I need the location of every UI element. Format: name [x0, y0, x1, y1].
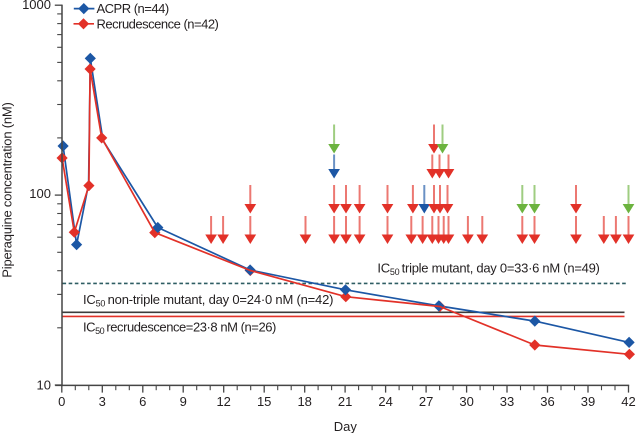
svg-text:IC50 recrudescence=23·8 nM (n=: IC50 recrudescence=23·8 nM (n=26): [83, 320, 276, 337]
svg-text:0: 0: [58, 394, 65, 409]
svg-text:10: 10: [37, 378, 51, 393]
svg-text:IC50 non-triple mutant, day 0=: IC50 non-triple mutant, day 0=24·0 nM (n…: [83, 292, 333, 309]
svg-text:Day: Day: [334, 419, 358, 433]
svg-text:6: 6: [139, 394, 146, 409]
svg-text:9: 9: [180, 394, 187, 409]
svg-text:1000: 1000: [22, 0, 51, 12]
svg-text:ACPR (n=44): ACPR (n=44): [97, 1, 169, 16]
svg-text:Recrudescence (n=42): Recrudescence (n=42): [97, 16, 219, 31]
svg-text:36: 36: [540, 394, 554, 409]
svg-text:18: 18: [297, 394, 311, 409]
svg-text:15: 15: [257, 394, 271, 409]
svg-text:39: 39: [581, 394, 595, 409]
svg-text:12: 12: [216, 394, 230, 409]
svg-text:Piperaquine concentration (nM): Piperaquine concentration (nM): [0, 102, 15, 277]
svg-text:3: 3: [99, 394, 106, 409]
svg-text:27: 27: [419, 394, 433, 409]
svg-text:24: 24: [378, 394, 392, 409]
svg-text:42: 42: [621, 394, 635, 409]
svg-text:33: 33: [500, 394, 514, 409]
svg-text:100: 100: [29, 186, 51, 201]
svg-text:IC50 triple mutant, day 0=33·6: IC50 triple mutant, day 0=33·6 nM (n=49): [377, 260, 599, 277]
svg-text:30: 30: [459, 394, 473, 409]
svg-text:21: 21: [338, 394, 352, 409]
